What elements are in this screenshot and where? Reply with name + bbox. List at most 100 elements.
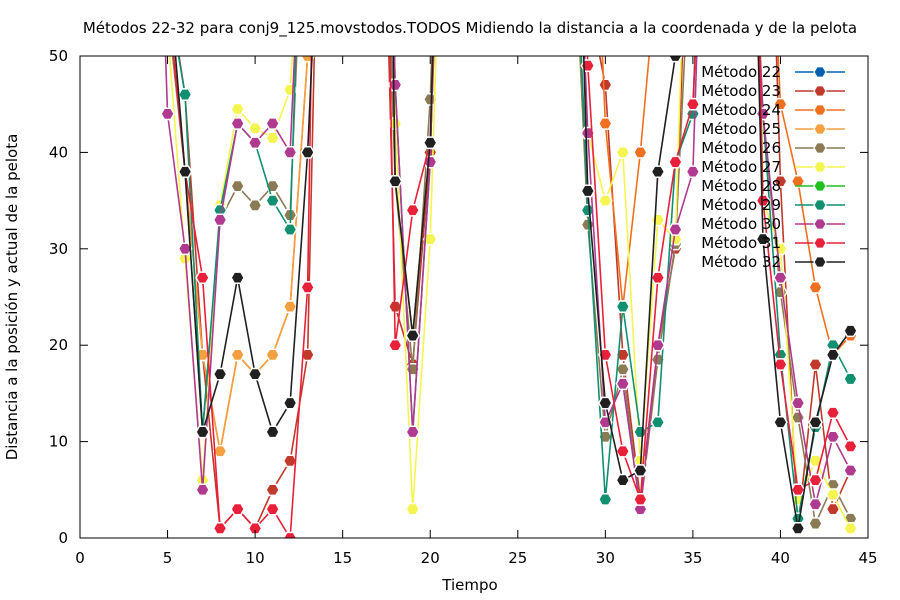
series-line xyxy=(177,56,297,433)
data-point xyxy=(195,483,210,497)
data-point xyxy=(265,502,280,516)
series-line xyxy=(582,56,677,482)
legend-label: Método 23 xyxy=(701,82,781,100)
data-point xyxy=(808,280,823,294)
data-point xyxy=(650,338,666,352)
legend-swatch-marker xyxy=(813,237,827,249)
legend-label: Método 30 xyxy=(701,215,781,233)
series-11 xyxy=(174,56,858,535)
data-point xyxy=(177,88,193,101)
x-tick-label: 10 xyxy=(246,549,265,567)
data-point xyxy=(650,213,666,227)
data-point xyxy=(615,444,631,458)
data-point xyxy=(825,348,841,362)
data-point xyxy=(387,78,403,92)
data-point xyxy=(247,521,263,535)
data-point xyxy=(843,440,858,453)
data-point xyxy=(843,324,858,338)
data-point xyxy=(282,300,298,314)
data-point xyxy=(177,242,193,256)
legend-label: Método 22 xyxy=(701,63,781,81)
data-point xyxy=(230,117,245,130)
data-point xyxy=(422,232,438,246)
data-point xyxy=(265,425,280,439)
y-tick-label: 30 xyxy=(49,240,68,258)
data-point xyxy=(808,415,823,429)
legend-label: Método 28 xyxy=(701,177,781,195)
data-point xyxy=(615,377,631,391)
data-point xyxy=(773,358,788,371)
data-point xyxy=(300,146,315,159)
y-tick-label: 0 xyxy=(58,529,68,547)
data-point xyxy=(195,425,210,439)
data-point xyxy=(195,271,210,285)
data-point xyxy=(230,271,245,285)
series-line xyxy=(174,56,313,434)
series-4 xyxy=(172,56,315,458)
legend-item: Método 25 xyxy=(701,120,845,138)
legend-swatch-marker xyxy=(813,66,827,78)
legend-label: Método 27 xyxy=(701,158,781,176)
legend-swatch-marker xyxy=(813,85,827,97)
data-point xyxy=(265,483,280,497)
data-point xyxy=(790,483,806,497)
data-point xyxy=(212,213,228,227)
data-point xyxy=(597,396,613,410)
legend-item: Método 32 xyxy=(701,253,845,271)
x-tick-label: 30 xyxy=(596,549,615,567)
data-point xyxy=(790,396,806,410)
data-point xyxy=(685,97,701,111)
data-point xyxy=(422,155,438,169)
data-point xyxy=(843,464,858,477)
data-point xyxy=(282,223,298,236)
x-tick-label: 40 xyxy=(771,549,790,567)
data-point xyxy=(247,367,263,381)
series-line xyxy=(775,56,852,529)
x-tick-label: 20 xyxy=(421,549,440,567)
x-axis-label: Tiempo xyxy=(441,576,497,594)
series-line xyxy=(168,56,294,481)
data-point xyxy=(387,174,403,188)
data-point xyxy=(265,117,280,130)
data-point xyxy=(282,531,298,538)
data-point xyxy=(405,502,421,516)
data-point xyxy=(808,473,823,487)
y-tick-label: 20 xyxy=(49,336,68,354)
data-point xyxy=(405,329,421,342)
data-point xyxy=(282,396,298,410)
data-point xyxy=(650,271,666,285)
data-point xyxy=(615,362,631,376)
x-tick-label: 25 xyxy=(508,549,527,567)
legend-swatch-marker xyxy=(813,104,827,116)
data-point xyxy=(300,280,315,294)
legend-swatch-marker xyxy=(813,256,827,268)
data-point xyxy=(668,223,683,236)
data-point xyxy=(405,425,421,439)
data-point xyxy=(300,348,315,362)
x-tick-label: 5 xyxy=(163,549,173,567)
data-point xyxy=(773,271,788,285)
data-point xyxy=(790,411,806,424)
y-tick-label: 10 xyxy=(49,433,68,451)
data-point xyxy=(633,464,648,477)
data-point xyxy=(212,444,228,458)
data-point xyxy=(405,203,421,217)
data-point xyxy=(212,367,228,381)
data-point xyxy=(247,199,263,212)
x-tick-label: 45 xyxy=(858,549,877,567)
series-line xyxy=(171,56,298,433)
legend-item: Método 27 xyxy=(701,158,845,176)
data-point xyxy=(790,174,806,188)
legend-label: Método 25 xyxy=(701,120,781,138)
data-point xyxy=(212,521,228,535)
data-point xyxy=(615,348,631,362)
legend-item: Método 29 xyxy=(701,196,845,214)
data-point xyxy=(773,97,788,111)
legend-item: Método 26 xyxy=(701,139,845,157)
data-point xyxy=(755,194,771,207)
data-point xyxy=(580,184,596,198)
series-line xyxy=(172,56,313,538)
legend-swatch-marker xyxy=(813,123,827,135)
data-point xyxy=(825,502,841,516)
